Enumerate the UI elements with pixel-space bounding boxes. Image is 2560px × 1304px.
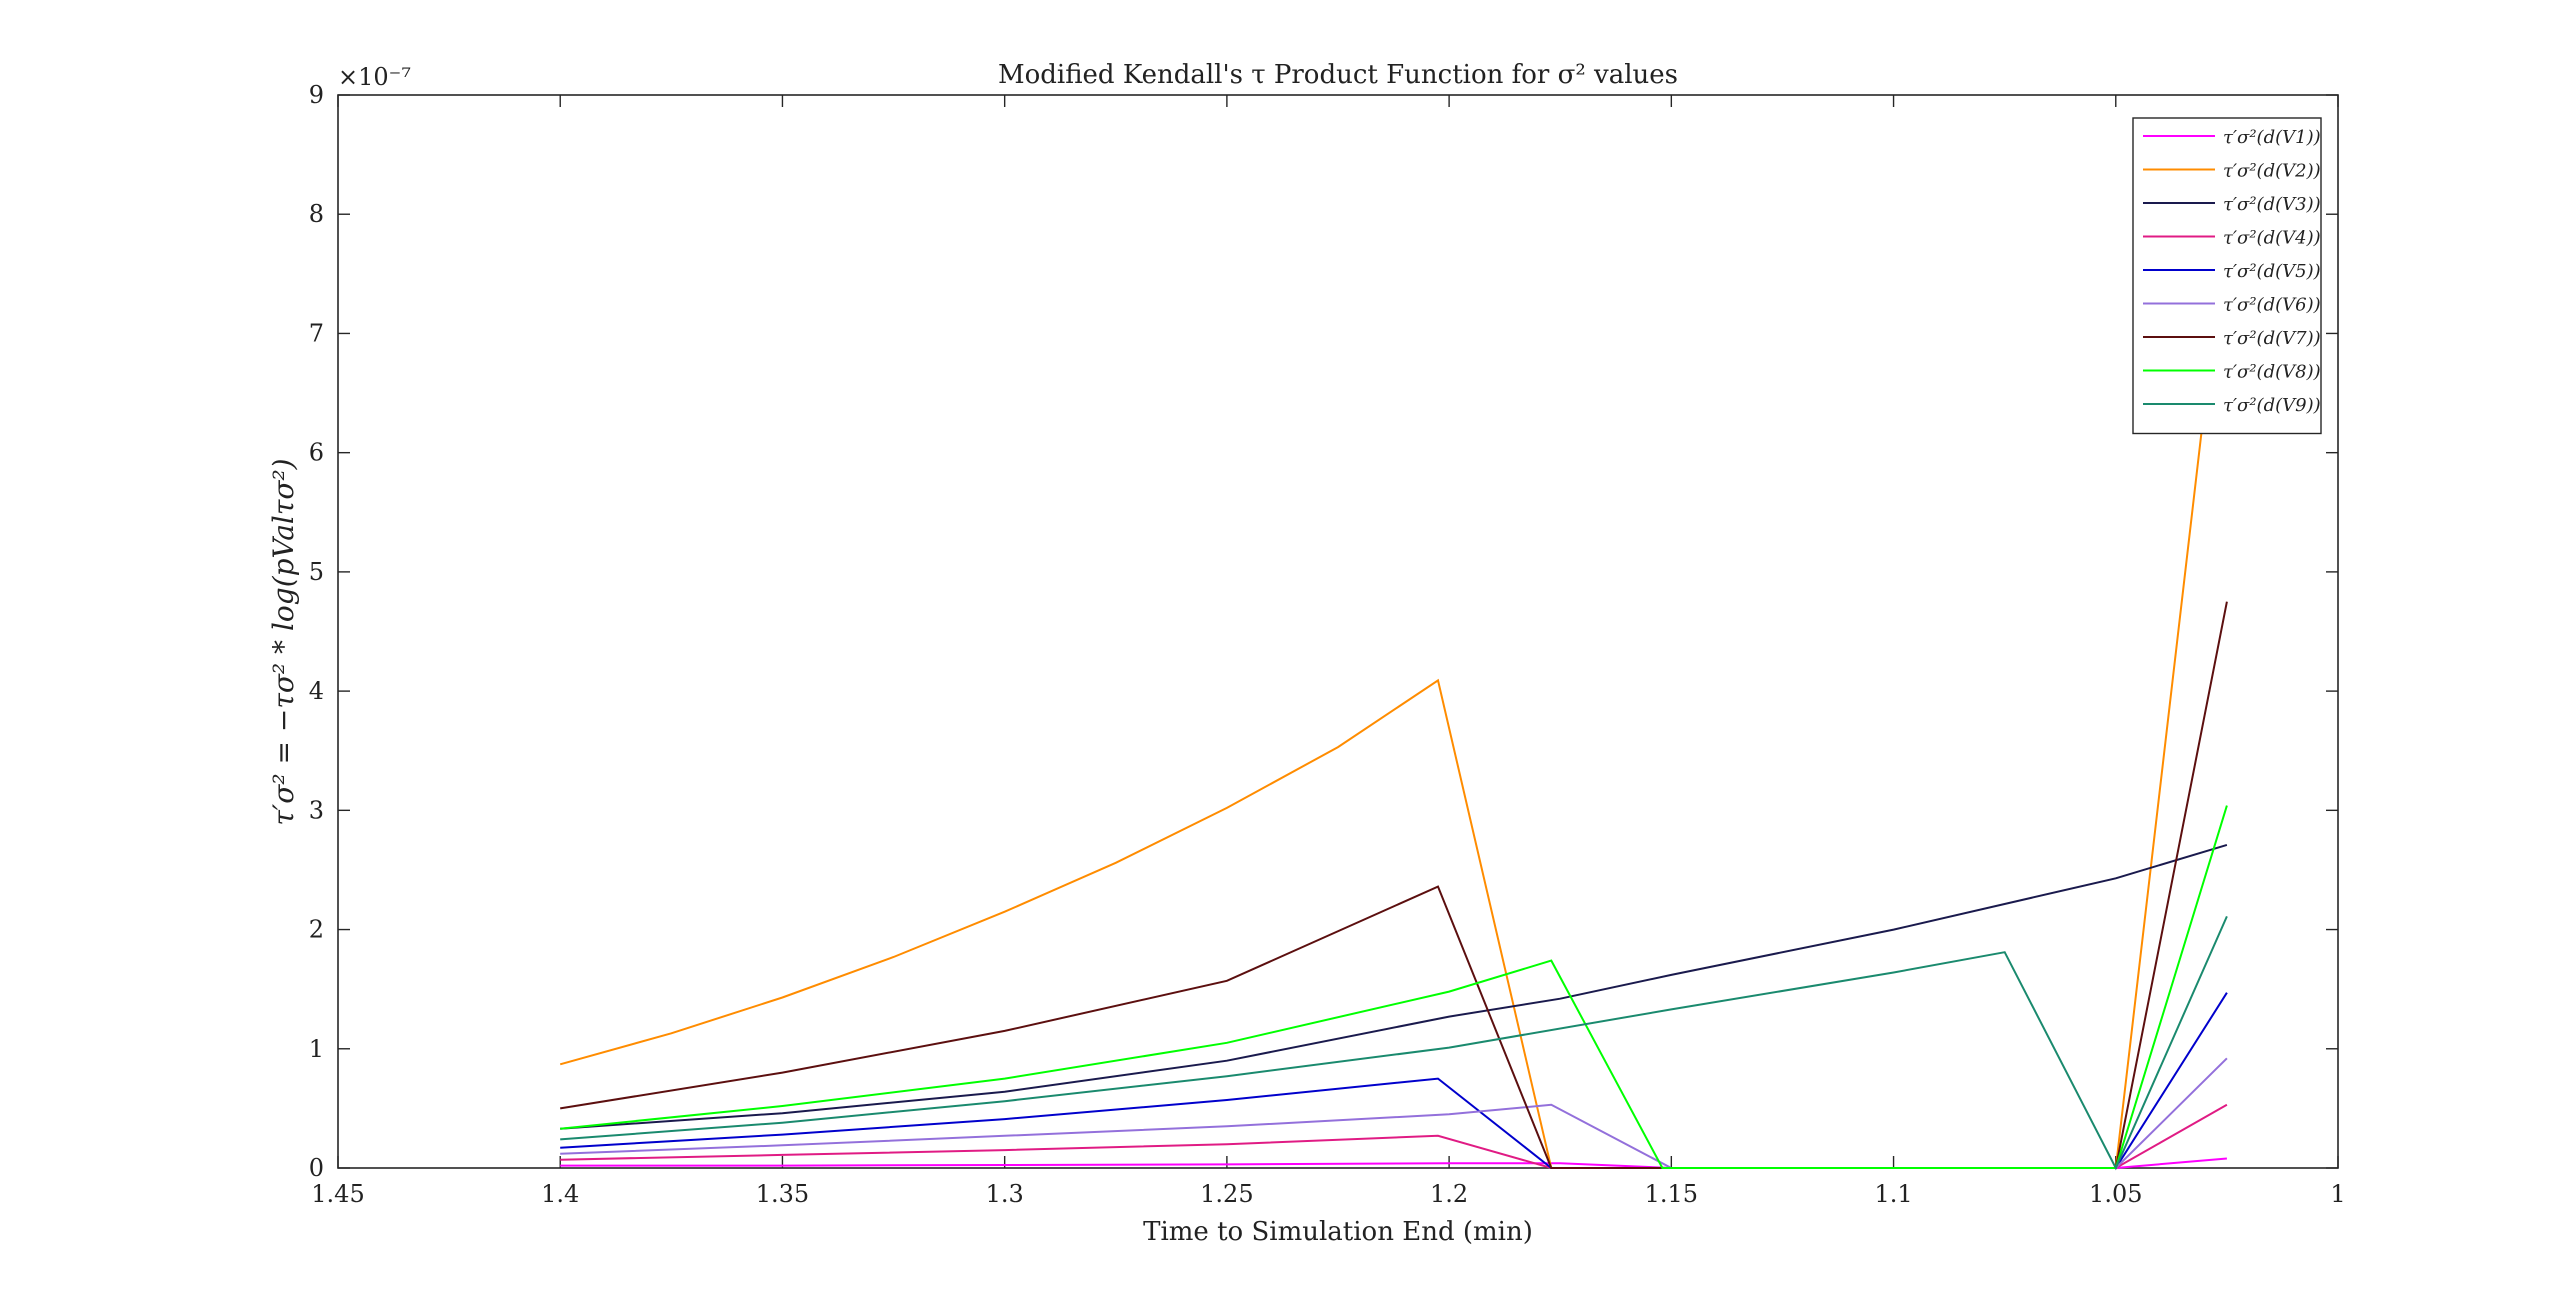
legend-label-8: τ′σ²(d(V8)) [2223, 362, 2321, 383]
y-axis-label: τ′σ² = −τσ² * log(pValτσ²) [267, 458, 300, 825]
x-axis-label: Time to Simulation End (min) [1143, 1217, 1533, 1247]
y-tick-label: 1 [309, 1035, 324, 1063]
y-tick-label: 2 [309, 916, 324, 944]
x-tick-label: 1.35 [756, 1180, 809, 1208]
series-line-3 [560, 843, 2228, 1130]
series-layer [559, 214, 2228, 1171]
legend-label-6: τ′σ²(d(V6)) [2223, 295, 2321, 316]
legend-label-4: τ′σ²(d(V4)) [2223, 228, 2321, 249]
y-tick-label: 4 [309, 677, 324, 705]
y-tick-label: 3 [309, 796, 324, 824]
x-tick-label: 1.05 [2089, 1180, 2142, 1208]
axes-layer: 1.45 1.4 1.35 1.3 1.25 1.2 1.15 1.1 1.05 1 0 1 2 3 4 5 6… [309, 81, 2346, 1208]
x-tick-label: 1.25 [1200, 1180, 1253, 1208]
y-tick-label: 5 [309, 558, 324, 586]
legend-label-7: τ′σ²(d(V7)) [2223, 328, 2321, 349]
legend-box [2132, 117, 2322, 435]
legend-label-1: τ′σ²(d(V1)) [2223, 127, 2321, 148]
legend-label-3: τ′σ²(d(V3)) [2223, 194, 2321, 215]
y-tick-label: 9 [309, 81, 324, 109]
legend-label-2: τ′σ²(d(V2)) [2223, 161, 2321, 182]
x-tick-label: 1.2 [1430, 1180, 1468, 1208]
legend-label-5: τ′σ²(d(V5)) [2223, 261, 2321, 282]
x-tick-label: 1.3 [986, 1180, 1024, 1208]
x-tick-label: 1.15 [1645, 1180, 1698, 1208]
y-tick-label: 8 [309, 200, 324, 228]
y-tick-label: 0 [309, 1154, 324, 1182]
y-exponent-label: ×10⁻⁷ [338, 63, 411, 91]
series-line-9 [560, 915, 2228, 1171]
x-tick-label: 1.4 [541, 1180, 579, 1208]
plot-frame [337, 94, 2339, 1169]
legend-label-9: τ′σ²(d(V9)) [2223, 395, 2321, 416]
y-tick-label: 6 [309, 439, 324, 467]
chart-title: Modified Kendall's τ Product Function fo… [998, 60, 1678, 90]
x-tick-label: 1 [2330, 1180, 2345, 1208]
y-tick-label: 7 [309, 319, 324, 347]
legend: τ′σ²(d(V1)) τ′σ²(d(V2)) τ′σ²(d(V3)) τ′σ²(d(… [2132, 117, 2322, 435]
x-tick-label: 1.1 [1874, 1180, 1912, 1208]
x-tick-label: 1.45 [311, 1180, 364, 1208]
series-line-8 [560, 805, 2228, 1169]
